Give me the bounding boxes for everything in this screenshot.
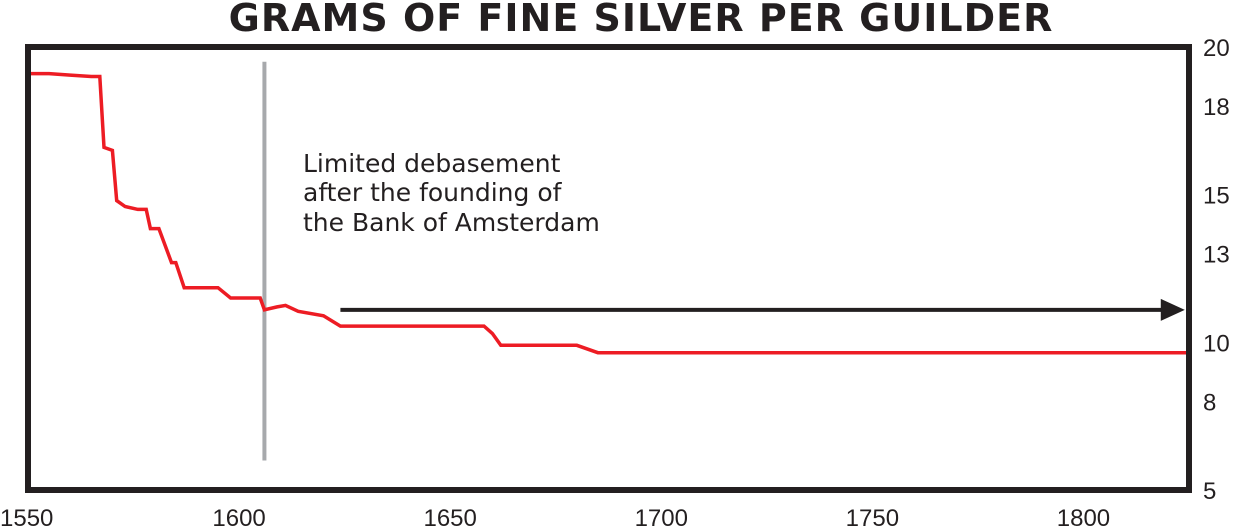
annotation-line: Limited debasement — [303, 149, 561, 178]
y-tick-label: 20 — [1203, 35, 1230, 62]
x-tick-label: 1600 — [212, 505, 265, 528]
y-tick-label: 8 — [1203, 389, 1216, 416]
x-tick-label: 1550 — [0, 505, 53, 528]
annotation-line: the Bank of Amsterdam — [303, 208, 600, 237]
annotation: Limited debasement after the founding of… — [303, 149, 600, 237]
chart-title: GRAMS OF FINE SILVER PER GUILDER — [229, 0, 1054, 40]
annotation-line: after the founding of — [303, 178, 563, 207]
x-tick-label: 1750 — [846, 505, 899, 528]
y-tick-label: 13 — [1203, 242, 1230, 269]
y-tick-label: 5 — [1203, 478, 1216, 505]
y-tick-label: 15 — [1203, 183, 1230, 210]
x-axis: 1550 1600 1650 1700 1750 1800 — [0, 505, 1110, 528]
arrow-head — [1160, 298, 1185, 321]
y-tick-label: 18 — [1203, 94, 1230, 121]
y-tick-label: 10 — [1203, 330, 1230, 357]
x-tick-label: 1700 — [635, 505, 688, 528]
x-tick-label: 1800 — [1057, 505, 1110, 528]
plot-area — [25, 44, 1192, 493]
y-axis: 5 8 10 13 15 18 20 — [1203, 35, 1230, 505]
plot-frame — [25, 44, 1192, 493]
x-tick-label: 1650 — [423, 505, 476, 528]
series-line — [28, 71, 1189, 355]
